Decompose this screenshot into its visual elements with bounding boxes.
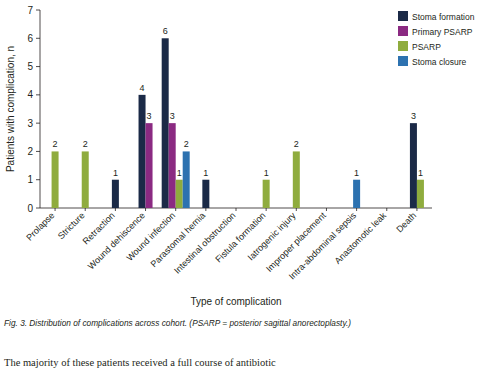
data-label: 1: [354, 168, 359, 178]
y-axis: [40, 10, 41, 208]
data-label: 3: [170, 111, 175, 121]
bar: [112, 180, 119, 208]
data-label: 2: [294, 139, 299, 149]
x-tick: [85, 208, 86, 211]
x-tick-label: Stricture: [56, 210, 87, 241]
legend-swatch: [398, 11, 408, 21]
data-label: 1: [264, 168, 269, 178]
legend-label: Stoma formation: [412, 12, 475, 22]
x-tick-label: Fistula formation: [213, 210, 267, 264]
x-tick: [356, 208, 357, 211]
bar: [82, 151, 89, 208]
bar: [146, 123, 153, 208]
y-tick: [36, 66, 40, 67]
y-tick: [36, 10, 40, 11]
data-label: 6: [163, 26, 168, 36]
y-tick: [36, 38, 40, 39]
x-tick: [115, 208, 116, 211]
data-label: 1: [113, 168, 118, 178]
bar: [263, 180, 270, 208]
legend-swatch: [398, 26, 408, 36]
x-tick: [236, 208, 237, 211]
x-tick-label: Parastomal hernia: [149, 210, 208, 269]
y-tick-label: 7: [27, 5, 33, 16]
data-label: 1: [177, 168, 182, 178]
x-tick: [205, 208, 206, 211]
bars: [52, 38, 424, 208]
y-tick: [36, 94, 40, 95]
x-tick-label: Prolapse: [24, 210, 56, 242]
data-label: 1: [418, 168, 423, 178]
x-tick: [296, 208, 297, 211]
y-tick-label: 6: [27, 33, 33, 44]
data-label: 2: [53, 139, 58, 149]
x-axis-label: Type of complication: [190, 296, 281, 307]
y-tick-label: 3: [27, 118, 33, 129]
data-label: 4: [140, 83, 145, 93]
y-tick: [36, 208, 40, 209]
bar: [183, 151, 190, 208]
bar: [353, 180, 360, 208]
y-tick: [36, 179, 40, 180]
data-labels: 2 2 1 4 3 6 3 1 2 1 1 2 1 3 1: [53, 26, 423, 177]
chart: 0 1 2 3 4 5 6 7 Patients with complication, n Pro…: [0, 0, 484, 392]
y-tick-label: 5: [27, 61, 33, 72]
legend-swatch: [398, 56, 408, 66]
y-tick-label: 1: [27, 174, 33, 185]
x-tick: [145, 208, 146, 211]
bar: [176, 180, 183, 208]
y-tick: [36, 123, 40, 124]
bar: [162, 38, 169, 208]
x-tick-label: Wound dehiscence: [86, 210, 147, 271]
x-tick-label: Death: [394, 210, 418, 234]
y-tick-label: 4: [27, 89, 33, 100]
y-tick: [36, 151, 40, 152]
body-text: The majority of these patients received …: [4, 357, 276, 368]
x-tick: [175, 208, 176, 211]
x-tick: [266, 208, 267, 211]
bar: [169, 123, 176, 208]
x-tick: [326, 208, 327, 211]
bar: [139, 95, 146, 208]
bar: [202, 180, 209, 208]
legend-label: Stoma closure: [412, 57, 467, 67]
x-tick-label: Anastomotic leak: [333, 210, 389, 266]
x-tick: [416, 208, 417, 211]
data-label: 1: [203, 168, 208, 178]
y-axis-label: Patients with complication, n: [5, 46, 16, 172]
legend-swatch: [398, 41, 408, 51]
x-tick: [386, 208, 387, 211]
data-label: 2: [83, 139, 88, 149]
bar: [410, 123, 417, 208]
y-tick-label: 0: [27, 203, 33, 214]
data-label: 3: [147, 111, 152, 121]
caption: Fig. 3. Distribution of complications ac…: [4, 318, 351, 328]
bar: [52, 151, 59, 208]
legend-label: PSARP: [412, 42, 441, 52]
bar: [417, 180, 424, 208]
x-tick: [55, 208, 56, 211]
y-tick-label: 2: [27, 146, 33, 157]
data-label: 3: [411, 111, 416, 121]
bar: [293, 151, 300, 208]
legend: Stoma formation Primary PSARP PSARP Stoma c…: [398, 11, 475, 67]
legend-label: Primary PSARP: [412, 27, 473, 37]
data-label: 2: [184, 139, 189, 149]
